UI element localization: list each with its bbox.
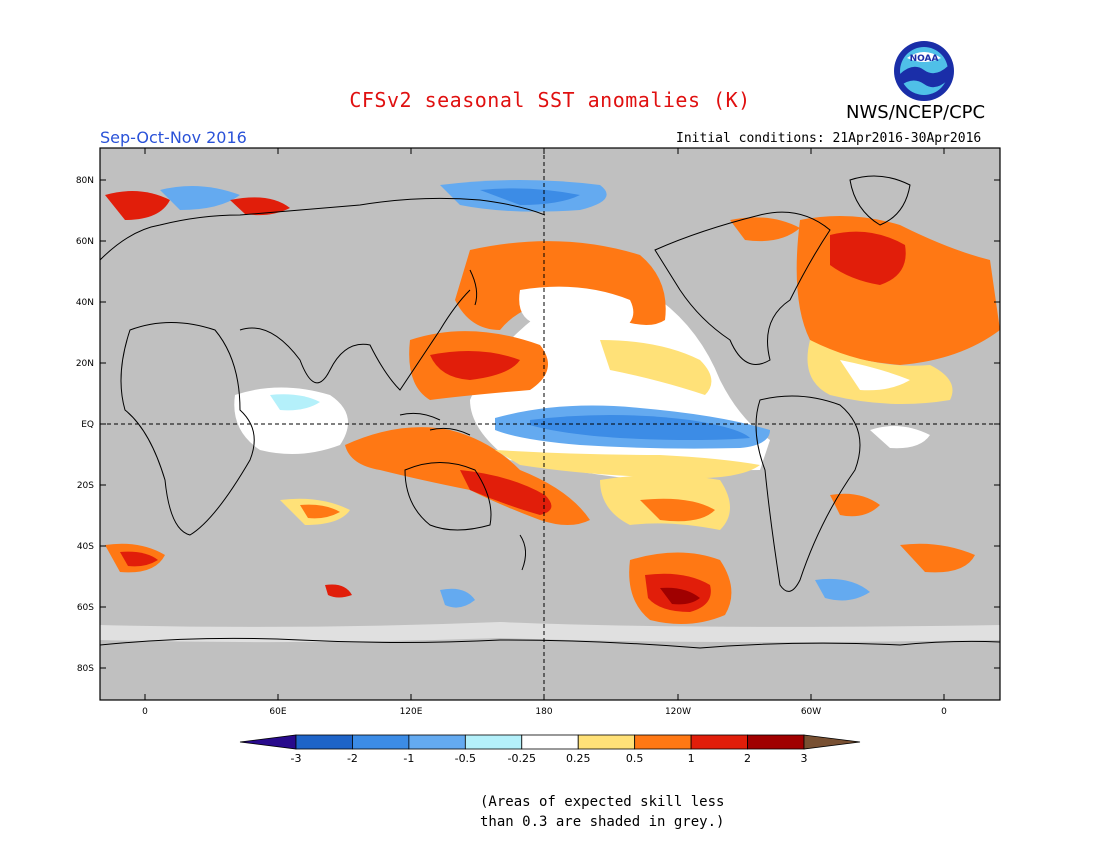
colorbar: -3 -2 -1 -0.5 -0.25 0.25 0.5 1 2 3 [239, 734, 861, 765]
org-label: NWS/NCEP/CPC [846, 102, 986, 123]
colorbar-swatch [295, 734, 353, 750]
lon-label: 0 [142, 707, 148, 717]
initial-conditions-label: Initial conditions: 21Apr2016-30Apr2016 [676, 131, 982, 146]
colorbar-swatch [464, 734, 523, 750]
colorbar-label: 2 [744, 752, 751, 765]
lat-label: 80N [76, 176, 94, 186]
colorbar-swatch [352, 734, 410, 750]
lat-label: 20S [77, 481, 94, 491]
lon-label: 120E [400, 707, 423, 717]
colorbar-swatch [690, 734, 748, 750]
footnote-line-1: (Areas of expected skill less [480, 794, 725, 810]
colorbar-label: -3 [291, 752, 302, 765]
colorbar-label: -0.5 [455, 752, 476, 765]
colorbar-arrow-high [803, 734, 861, 750]
colorbar-arrow-low [239, 734, 297, 750]
lat-label: 60N [76, 237, 94, 247]
lon-label: 60E [269, 707, 286, 717]
lon-label: 60W [801, 707, 821, 717]
chart-title: CFSv2 seasonal SST anomalies (K) [349, 88, 751, 112]
colorbar-label: 0.5 [626, 752, 644, 765]
season-label: Sep-Oct-Nov 2016 [100, 128, 247, 147]
colorbar-label: -2 [347, 752, 358, 765]
colorbar-label: 0.25 [566, 752, 591, 765]
footnote: (Areas of expected skill less than 0.3 a… [480, 792, 724, 832]
colorbar-swatch [577, 734, 636, 750]
lat-label: 20N [76, 359, 94, 369]
lat-label: 80S [77, 664, 94, 674]
lat-label: EQ [81, 420, 94, 430]
noaa-logo-icon: NOAA [893, 40, 955, 102]
logo-text: NOAA [910, 54, 939, 64]
colorbar-label: -1 [403, 752, 414, 765]
colorbar-label: 1 [688, 752, 695, 765]
colorbar-label: -0.25 [508, 752, 536, 765]
colorbar-swatch [408, 734, 466, 750]
colorbar-swatch [747, 734, 805, 750]
lon-label: 0 [941, 707, 947, 717]
footnote-line-2: than 0.3 are shaded in grey.) [480, 814, 725, 830]
lon-label: 180 [535, 707, 552, 717]
colorbar-swatch [634, 734, 692, 750]
colorbar-swatch [521, 734, 579, 750]
lat-label: 40N [76, 298, 94, 308]
lat-label: 60S [77, 603, 94, 613]
lon-label: 120W [665, 707, 691, 717]
lat-label: 40S [77, 542, 94, 552]
colorbar-label: 3 [801, 752, 808, 765]
